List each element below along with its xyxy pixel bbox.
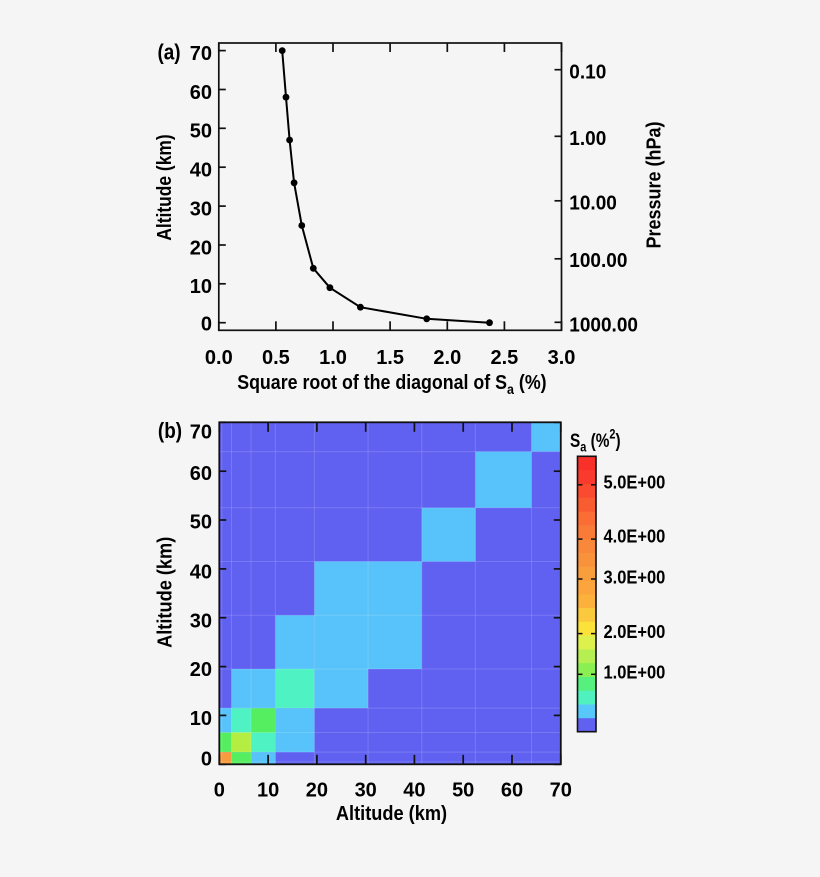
svg-text:70: 70 [190,43,212,65]
svg-text:Altitude (km): Altitude (km) [336,803,447,825]
svg-text:3.0: 3.0 [548,347,576,369]
svg-text:3.0E+00: 3.0E+00 [604,566,666,587]
svg-text:60: 60 [190,463,212,485]
svg-text:Altitude (km): Altitude (km) [153,134,175,240]
svg-text:Altitude (km): Altitude (km) [155,537,177,648]
svg-text:60: 60 [190,82,212,104]
svg-text:Sa (%2): Sa (%2) [570,426,621,454]
svg-text:0: 0 [201,749,212,771]
svg-text:40: 40 [190,160,212,182]
svg-text:30: 30 [190,198,212,220]
svg-text:2.0: 2.0 [433,347,461,369]
svg-text:1.0: 1.0 [319,347,347,369]
svg-text:(b): (b) [158,419,182,444]
svg-text:50: 50 [452,779,474,801]
svg-text:1.0E+00: 1.0E+00 [604,662,666,683]
svg-text:70: 70 [550,779,572,801]
svg-text:(a): (a) [158,40,181,65]
svg-text:10: 10 [190,276,212,298]
svg-text:50: 50 [190,511,212,533]
svg-text:0.0: 0.0 [205,347,233,369]
svg-text:30: 30 [355,779,377,801]
svg-text:0.10: 0.10 [569,61,606,84]
svg-text:30: 30 [190,611,212,633]
svg-text:2.5: 2.5 [490,347,518,369]
svg-text:1000.00: 1000.00 [569,314,638,337]
svg-text:70: 70 [190,422,212,444]
svg-text:Square root of the diagonal of: Square root of the diagonal of Sa (%) [237,372,546,397]
svg-text:5.0E+00: 5.0E+00 [604,471,666,492]
svg-text:40: 40 [190,562,212,584]
svg-text:10.00: 10.00 [569,192,617,215]
svg-text:60: 60 [501,779,523,801]
svg-text:20: 20 [190,237,212,259]
svg-text:20: 20 [306,779,328,801]
svg-text:4.0E+00: 4.0E+00 [604,526,666,547]
svg-text:0: 0 [214,779,225,801]
svg-text:0.5: 0.5 [262,347,290,369]
svg-text:20: 20 [190,659,212,681]
svg-text:10: 10 [257,779,279,801]
svg-text:1.5: 1.5 [376,347,404,369]
svg-text:100.00: 100.00 [569,250,627,273]
svg-text:Pressure (hPa): Pressure (hPa) [643,122,665,249]
svg-text:10: 10 [190,708,212,730]
svg-text:40: 40 [403,779,425,801]
svg-text:1.00: 1.00 [569,128,606,151]
svg-text:50: 50 [190,121,212,143]
svg-text:0: 0 [201,313,212,335]
svg-text:2.0E+00: 2.0E+00 [604,621,666,642]
